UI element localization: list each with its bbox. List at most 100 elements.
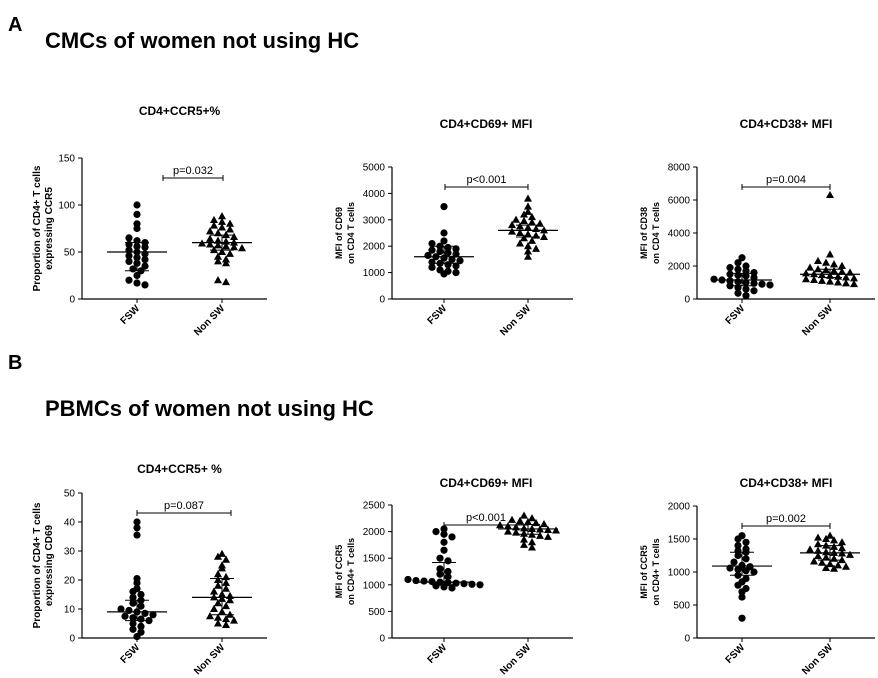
y-tick-label: 0 <box>684 295 690 306</box>
data-point-fsw <box>750 273 758 282</box>
panel-b-label: B <box>8 352 23 374</box>
data-point-fsw <box>117 605 125 613</box>
y-axis-label: MFI of CCR5 <box>334 545 344 599</box>
data-point-fsw <box>133 210 141 218</box>
x-tick-label: FSW <box>426 642 450 666</box>
panel-b-title: PBMCs of women not using HC <box>45 396 374 421</box>
data-point-fsw <box>440 237 448 245</box>
data-point-non-sw <box>810 275 818 284</box>
data-point-non-sw <box>222 259 230 267</box>
data-point-non-sw <box>830 260 838 268</box>
data-point-non-sw <box>814 265 822 273</box>
y-tick-label: 2000 <box>363 527 386 538</box>
data-point-non-sw <box>210 587 218 595</box>
data-point-non-sw <box>504 522 512 530</box>
data-point-fsw <box>432 528 440 536</box>
data-point-non-sw <box>810 557 818 565</box>
data-point-non-sw <box>822 534 830 542</box>
data-point-non-sw <box>826 190 834 199</box>
data-point-fsw <box>141 281 149 289</box>
data-point-non-sw <box>822 541 830 549</box>
chart-title: CD4+CCR5+ % <box>137 462 222 476</box>
data-point-non-sw <box>838 261 846 269</box>
y-tick-label: 4000 <box>363 189 386 200</box>
y-tick-label: 3000 <box>363 215 386 226</box>
y-axis-label: expressing CD69 <box>44 524 55 606</box>
data-point-non-sw <box>540 519 548 528</box>
data-point-non-sw <box>520 210 528 218</box>
data-point-fsw <box>428 239 436 248</box>
data-point-fsw <box>452 250 460 258</box>
data-point-fsw <box>750 287 758 295</box>
data-point-fsw <box>476 581 484 589</box>
data-point-fsw <box>734 542 742 550</box>
data-point-non-sw <box>524 207 532 215</box>
data-point-non-sw <box>520 511 528 519</box>
data-point-non-sw <box>520 216 528 225</box>
data-point-fsw <box>750 279 758 287</box>
data-point-non-sw <box>528 524 536 532</box>
data-point-fsw <box>742 555 750 563</box>
data-point-fsw <box>129 588 137 596</box>
data-point-non-sw <box>508 220 516 229</box>
data-point-fsw <box>734 265 742 273</box>
y-tick-label: 0 <box>379 634 385 645</box>
data-point-non-sw <box>222 277 230 286</box>
y-tick-label: 8000 <box>668 163 691 174</box>
data-point-fsw <box>440 546 448 554</box>
y-tick-label: 5000 <box>363 163 386 174</box>
data-point-fsw <box>734 581 742 589</box>
data-point-fsw <box>444 261 452 269</box>
data-point-fsw <box>734 259 742 267</box>
data-point-fsw <box>738 254 746 262</box>
data-point-non-sw <box>516 228 524 236</box>
data-point-non-sw <box>826 250 834 258</box>
data-point-non-sw <box>520 524 528 532</box>
data-point-fsw <box>420 577 428 585</box>
data-point-non-sw <box>214 252 222 260</box>
data-point-fsw <box>742 285 750 293</box>
chart-title: CD4+CD38+ MFI <box>740 117 833 131</box>
y-axis-label: on CD4+ T cells <box>651 538 661 605</box>
data-point-non-sw <box>814 533 822 541</box>
y-tick-label: 6000 <box>668 196 691 207</box>
data-point-non-sw <box>214 575 222 583</box>
data-point-fsw <box>738 614 746 622</box>
data-point-non-sw <box>226 610 234 618</box>
data-point-fsw <box>125 252 133 260</box>
data-point-fsw <box>133 224 141 233</box>
x-tick-label: Non SW <box>498 303 533 338</box>
data-point-non-sw <box>226 225 234 233</box>
data-point-fsw <box>452 245 460 253</box>
data-point-non-sw <box>214 581 222 589</box>
data-point-non-sw <box>524 194 532 202</box>
data-point-non-sw <box>528 218 536 226</box>
data-point-non-sw <box>218 217 226 225</box>
x-tick-label: FSW <box>119 642 143 666</box>
data-point-non-sw <box>218 247 226 255</box>
data-point-fsw <box>125 276 133 284</box>
data-point-non-sw <box>818 276 826 284</box>
data-point-non-sw <box>214 570 222 578</box>
data-point-fsw <box>448 533 456 541</box>
data-point-non-sw <box>520 234 528 242</box>
y-tick-label: 0 <box>69 634 75 645</box>
data-point-non-sw <box>214 241 222 249</box>
data-point-non-sw <box>846 550 854 558</box>
data-point-fsw <box>129 265 137 273</box>
data-point-fsw <box>456 257 464 265</box>
data-point-fsw <box>440 270 448 278</box>
data-point-fsw <box>137 622 145 631</box>
x-tick-label: Non SW <box>800 642 835 677</box>
data-point-non-sw <box>516 239 524 247</box>
y-tick-label: 30 <box>64 547 76 558</box>
data-point-non-sw <box>830 536 838 544</box>
data-point-non-sw <box>222 614 230 623</box>
y-axis-label: on CD4 T cells <box>651 202 661 264</box>
data-point-non-sw <box>826 531 834 539</box>
data-point-non-sw <box>508 227 516 235</box>
data-point-non-sw <box>842 273 850 281</box>
x-tick-label: Non SW <box>192 303 227 338</box>
data-point-non-sw <box>806 263 814 271</box>
